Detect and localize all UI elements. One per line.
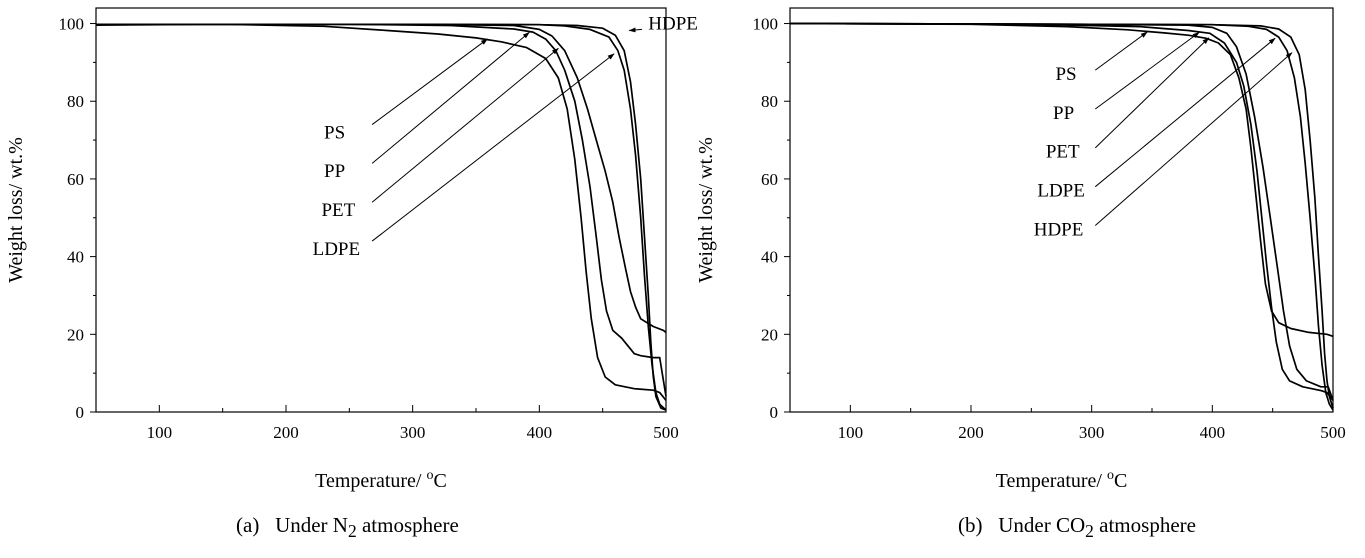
plot-frame	[789, 7, 1334, 413]
y-axis-label: Weight loss/ wt.%	[695, 137, 717, 283]
chart-panel-n2: 100 200 300 400 500 0 20 40 60 80 100 Temperature/ …	[0, 0, 698, 558]
y-tick-label: 100	[59, 15, 85, 34]
annotation-label-ldpe: LDPE	[1037, 181, 1085, 202]
annotation-label-hdpe: HDPE	[648, 14, 698, 35]
x-tick-label: 300	[1079, 423, 1105, 442]
y-tick-label: 0	[770, 403, 779, 422]
y-tick-label: 100	[753, 15, 779, 34]
caption-text: Under N	[275, 513, 348, 537]
caption-text: Under CO	[998, 513, 1086, 537]
annotation-label-ldpe: LDPE	[313, 239, 361, 260]
annotation-arrow-ps	[371, 38, 488, 125]
caption-co2: (b) Under CO2 atmosphere	[958, 513, 1196, 542]
annotation-arrow-pp	[1094, 32, 1200, 110]
x-tick-label: 500	[1320, 423, 1346, 442]
annotation-arrow-ps	[1094, 31, 1148, 71]
y-tick-label: 40	[761, 248, 778, 267]
chart-panel-co2: 100 200 300 400 500 0 20 40 60 80 100 Temperature/ …	[690, 0, 1365, 558]
x-tick-label: 200	[958, 423, 984, 442]
annotation-label-pp: PP	[324, 161, 345, 182]
x-tick-label: 400	[1200, 423, 1226, 442]
y-tick-label: 60	[761, 170, 778, 189]
x-axis-label: Temperature/ oC	[315, 468, 447, 492]
x-tick-label: 300	[400, 423, 426, 442]
series-line-ps	[95, 23, 667, 401]
series-line-pp	[96, 23, 667, 397]
chart-co2: 100 200 300 400 500 0 20 40 60 80 100 Temperature/ …	[695, 7, 1346, 492]
annotation-arrow-pet	[371, 47, 559, 203]
caption-subscript: 2	[1085, 521, 1094, 542]
y-tick-label: 80	[761, 92, 778, 111]
y-tick-label: 80	[67, 92, 84, 111]
annotation-label-ps: PS	[324, 122, 345, 143]
annotation-arrow-pp	[371, 32, 530, 164]
caption-text-end: atmosphere	[356, 513, 459, 537]
annotation-label-pp: PP	[1053, 103, 1074, 124]
series-line-pp	[789, 22, 1334, 401]
chart-n2: 100 200 300 400 500 0 20 40 60 80 100 Temperature/ …	[5, 7, 698, 492]
annotation-label-pet: PET	[321, 200, 355, 221]
y-tick-label: 20	[761, 325, 778, 344]
y-tick-label: 0	[76, 403, 85, 422]
annotation-arrow-hdpe	[628, 27, 642, 33]
annotation-arrow-hdpe	[1094, 52, 1293, 226]
x-tick-label: 200	[273, 423, 299, 442]
x-axis-label: Temperature/ oC	[996, 468, 1128, 492]
x-tick-label: 100	[838, 423, 864, 442]
y-tick-label: 60	[67, 170, 84, 189]
y-axis-label: Weight loss/ wt.%	[5, 137, 27, 283]
y-tick-label: 40	[67, 248, 84, 267]
caption-label: (a)	[236, 513, 260, 537]
caption-subscript: 2	[347, 521, 357, 542]
plot-frame	[95, 7, 667, 413]
annotation-label-hdpe: HDPE	[1034, 219, 1084, 240]
caption-text-end: atmosphere	[1093, 513, 1196, 537]
annotation-arrow-pet	[1094, 37, 1210, 149]
annotation-label-pet: PET	[1046, 142, 1080, 163]
x-tick-label: 500	[653, 423, 679, 442]
series-line-hdpe	[96, 23, 667, 411]
x-tick-label: 100	[147, 423, 173, 442]
series-line-hdpe	[789, 22, 1334, 409]
annotation-arrow-ldpe	[371, 53, 615, 242]
caption-n2: (a) Under N2 atmosphere	[236, 513, 459, 542]
annotation-arrow-ldpe	[1094, 37, 1276, 188]
annotation-label-ps: PS	[1055, 64, 1076, 85]
series-line-pet	[789, 22, 1334, 401]
caption-label: (b)	[958, 513, 983, 537]
series-line-pet	[96, 23, 667, 334]
x-tick-label: 400	[527, 423, 553, 442]
y-tick-label: 20	[67, 325, 84, 344]
